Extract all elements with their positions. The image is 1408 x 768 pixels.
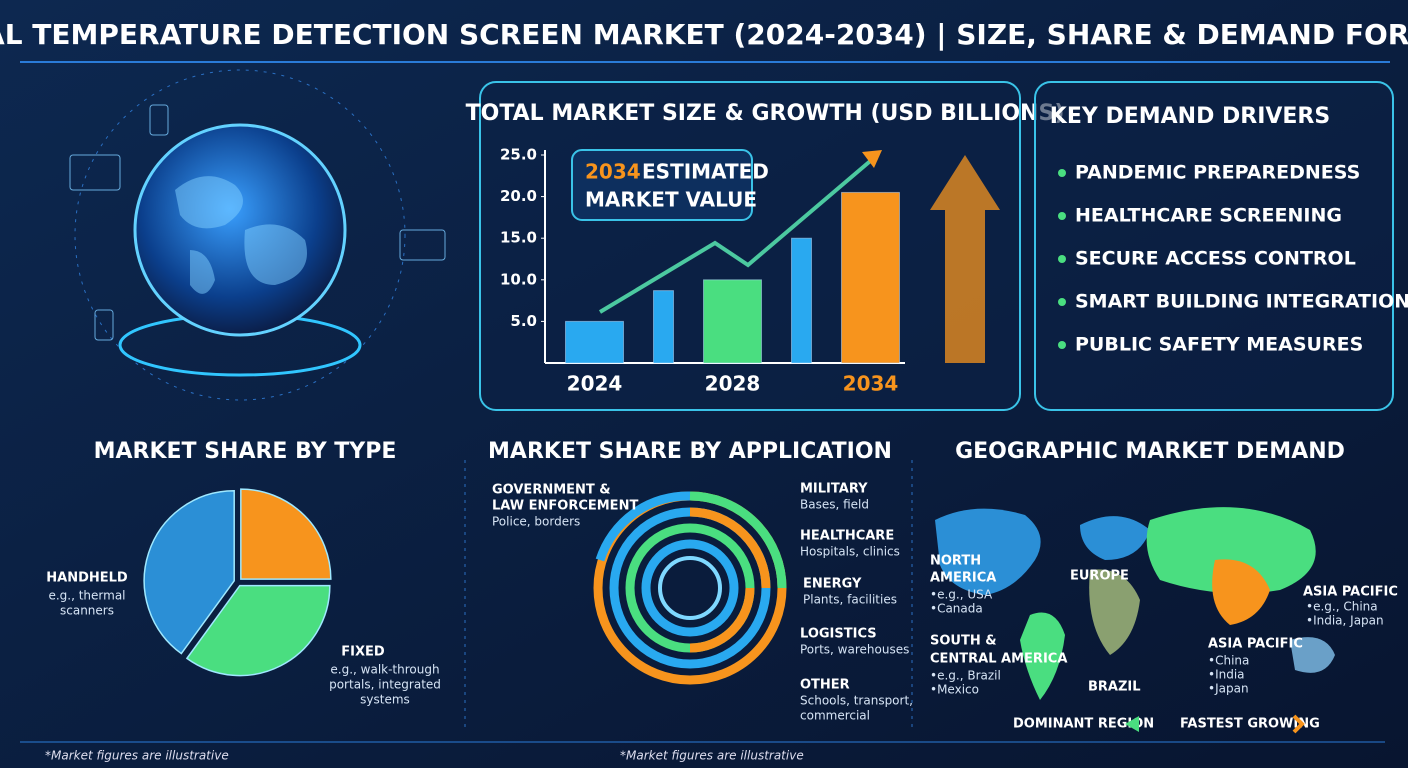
region-detail: •India, Japan <box>1306 614 1384 628</box>
region-name: BRAZIL <box>1088 680 1141 695</box>
region-name: NORTH <box>930 554 981 569</box>
pie-note: systems <box>360 693 410 707</box>
region-name: SOUTH & <box>930 634 997 649</box>
legend-marker <box>1125 716 1139 732</box>
application-detail: Police, borders <box>492 515 580 529</box>
legend-label: FASTEST GROWING <box>1180 717 1320 732</box>
section-title: MARKET SHARE BY TYPE <box>94 439 397 464</box>
section-title: MARKET SHARE BY APPLICATION <box>488 439 892 464</box>
pie-chart <box>143 488 332 677</box>
trend-arrow <box>862 150 882 168</box>
bar <box>841 191 900 364</box>
region-detail: •e.g., Brazil <box>930 669 1001 683</box>
footnote: *Market figures are illustrative <box>45 749 229 763</box>
application-name: GOVERNMENT & <box>492 483 611 498</box>
y-tick-label: 20.0 <box>500 187 537 205</box>
section-title: GEOGRAPHIC MARKET DEMAND <box>955 439 1345 464</box>
bullet <box>1058 341 1066 349</box>
region-name: AMERICA <box>930 571 996 586</box>
application-detail: commercial <box>800 709 870 723</box>
application-name: LAW ENFORCEMENT <box>492 499 638 514</box>
bar-chart-title: TOTAL MARKET SIZE & GROWTH (USD BILLIONS… <box>466 101 1065 126</box>
legend-marker <box>1292 714 1305 734</box>
x-tick-label: 2024 <box>567 372 623 396</box>
region-detail: •Mexico <box>930 683 979 697</box>
application-name: MILITARY <box>800 482 868 497</box>
page-title: GLOBAL TEMPERATURE DETECTION SCREEN MARK… <box>0 18 1408 51</box>
region-detail: •Japan <box>1208 682 1249 696</box>
region-detail: •Canada <box>930 602 983 616</box>
application-detail: Bases, field <box>800 498 869 512</box>
annotation-text: ESTIMATED <box>642 160 769 184</box>
x-tick-label: 2028 <box>705 372 761 396</box>
region-detail: •e.g., USA <box>930 588 993 602</box>
region-detail: •China <box>1208 654 1249 668</box>
world-map <box>935 507 1335 700</box>
application-detail: Plants, facilities <box>803 593 897 607</box>
driver-item: SECURE ACCESS CONTROL <box>1075 248 1356 270</box>
bar-chart: 5.0 10.0 15.0 20.0 25.0 2024 2028 2034 <box>500 146 1000 396</box>
pie-label: HANDHELD <box>46 571 128 586</box>
bar <box>703 279 762 364</box>
trend-line <box>598 155 877 314</box>
y-tick-label: 15.0 <box>500 229 537 247</box>
bar <box>791 237 812 364</box>
bar <box>653 290 674 364</box>
application-rings <box>593 491 787 685</box>
pie-slice <box>143 490 235 655</box>
growth-arrow <box>930 155 1000 363</box>
annotation-text: MARKET VALUE <box>585 188 757 212</box>
y-tick-label: 10.0 <box>500 270 537 288</box>
annotation-highlight: 2034 <box>585 160 641 184</box>
annotation-box <box>571 149 753 221</box>
application-detail: Schools, transport, <box>800 694 913 708</box>
application-detail: Ports, warehouses <box>800 643 909 657</box>
region-name: ASIA PACIFIC <box>1208 637 1303 652</box>
pie-note: e.g., walk-through <box>330 663 439 677</box>
drivers-title: KEY DEMAND DRIVERS <box>1050 104 1330 129</box>
drivers-panel <box>1034 81 1394 411</box>
application-name: ENERGY <box>803 577 862 592</box>
application-detail: Hospitals, clinics <box>800 545 900 559</box>
drivers-list: PANDEMIC PREPAREDNESS HEALTHCARE SCREENIN… <box>1058 162 1408 356</box>
bullet <box>1058 169 1066 177</box>
footnote: *Market figures are illustrative <box>620 749 804 763</box>
region-name: EUROPE <box>1070 569 1129 584</box>
y-tick-label: 25.0 <box>500 146 537 164</box>
application-name: LOGISTICS <box>800 627 877 642</box>
region-detail: •India <box>1208 668 1245 682</box>
pie-note: scanners <box>60 604 114 618</box>
region-name: ASIA PACIFIC <box>1303 585 1398 600</box>
legend-label: DOMINANT REGION <box>1013 717 1154 732</box>
driver-item: HEALTHCARE SCREENING <box>1075 205 1342 227</box>
bullet <box>1058 212 1066 220</box>
pie-slice <box>185 584 331 677</box>
bullet <box>1058 298 1066 306</box>
pie-note: portals, integrated <box>329 678 441 692</box>
globe-illustration <box>69 69 446 401</box>
bullet <box>1058 255 1066 263</box>
driver-item: PUBLIC SAFETY MEASURES <box>1075 334 1363 356</box>
region-detail: •e.g., China <box>1306 600 1378 614</box>
region-name: CENTRAL AMERICA <box>930 652 1067 667</box>
pie-label: FIXED <box>341 645 385 660</box>
application-name: HEALTHCARE <box>800 529 894 544</box>
y-tick-label: 5.0 <box>510 312 537 330</box>
driver-item: PANDEMIC PREPAREDNESS <box>1075 162 1360 184</box>
bar <box>565 320 624 364</box>
pie-note: e.g., thermal <box>48 589 125 603</box>
x-tick-label: 2034 <box>843 372 899 396</box>
driver-item: SMART BUILDING INTEGRATION <box>1075 291 1408 313</box>
application-name: OTHER <box>800 678 850 693</box>
pie-slice <box>240 488 332 580</box>
